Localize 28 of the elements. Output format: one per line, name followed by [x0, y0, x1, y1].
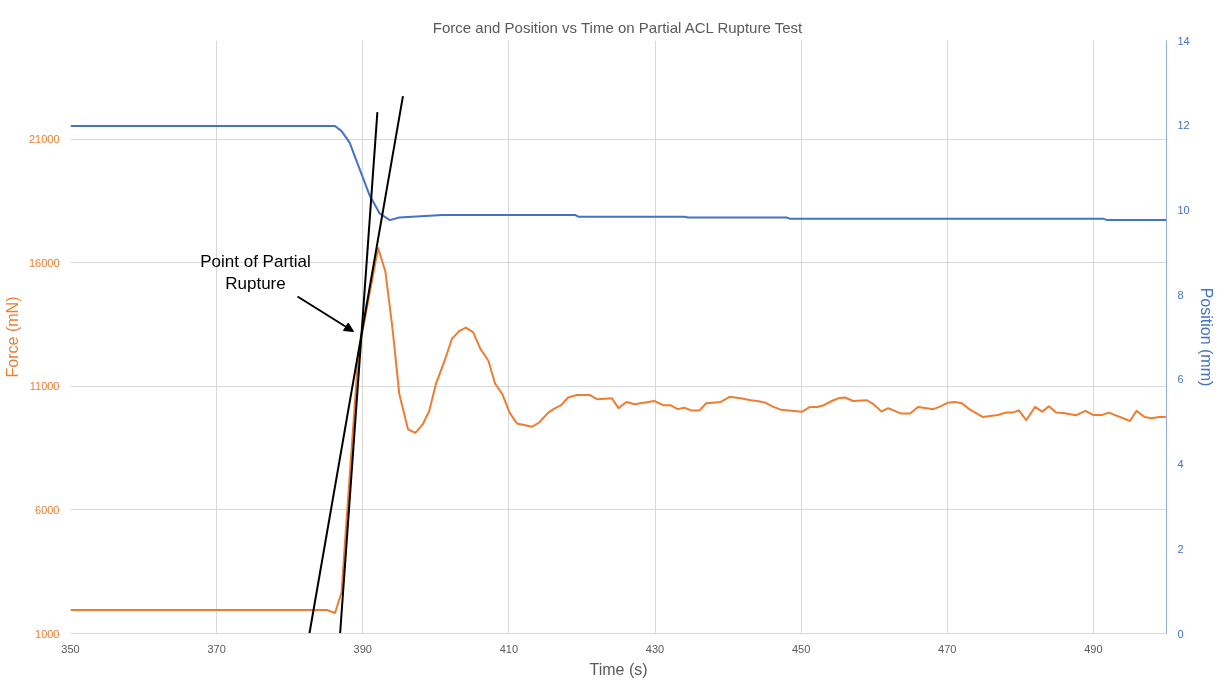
y2-tick-label: 2: [1177, 542, 1184, 555]
y2-tick-label: 10: [1177, 203, 1190, 216]
y2-axis-title: Position (mm): [1197, 287, 1215, 387]
x-axis-title: Time (s): [589, 660, 648, 678]
x-tick-label: 490: [1084, 642, 1103, 655]
y-tick-label: 21000: [28, 133, 60, 146]
y-tick-label: 1000: [35, 627, 60, 640]
y-tick-label: 11000: [29, 380, 60, 393]
line-series: [70, 247, 1167, 614]
x-tick-label: 370: [207, 642, 226, 655]
y2-tick-label: 14: [1177, 34, 1190, 47]
x-tick-label: 390: [353, 642, 372, 655]
y2-tick-label: 12: [1177, 119, 1190, 132]
x-tick-label: 470: [938, 642, 957, 655]
y2-tick-label: 0: [1177, 627, 1184, 640]
annotation: Point of Partial Rupture: [200, 251, 311, 294]
y2-tick-label: 8: [1177, 288, 1184, 301]
x-tick-label: 350: [61, 642, 80, 655]
x-tick-label: 450: [791, 642, 811, 655]
x-tick-label: 430: [645, 642, 665, 655]
line-series: [70, 125, 1167, 222]
y-tick-label: 6000: [35, 503, 60, 516]
y-tick-label: 16000: [28, 256, 60, 269]
y-axis-title: Force (mN): [3, 296, 21, 378]
chart-title: Force and Position vs Time on Partial ACL Rupture Test: [432, 18, 804, 36]
x-tick-label: 410: [499, 642, 519, 655]
y2-tick-label: 6: [1177, 373, 1184, 386]
y2-tick-label: 4: [1177, 458, 1184, 471]
